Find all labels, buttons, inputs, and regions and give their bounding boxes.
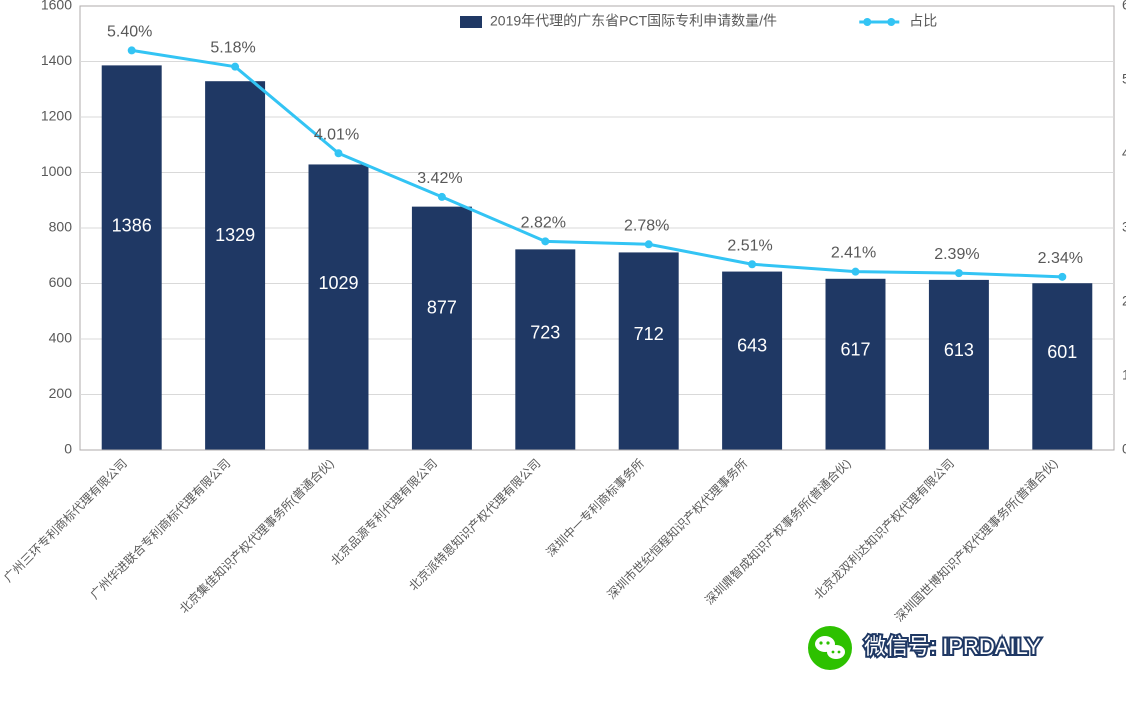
line-marker (438, 193, 446, 201)
y-left-label: 400 (49, 330, 73, 346)
bar-value-label: 1029 (318, 273, 358, 293)
chart-svg: 0 200 400 600 800 1000 1200 1400 1600 0.00% 1.00% 2… (0, 0, 1126, 702)
line-value-label: 4.01% (314, 126, 359, 143)
legend-swatch-line-dot (863, 18, 871, 26)
y-left-label: 1200 (41, 108, 72, 124)
line-value-label: 2.39% (934, 246, 979, 263)
watermark-text: 微信号: IPRDAILY (864, 634, 1041, 659)
y-left-label: 200 (49, 385, 73, 401)
line-value-label: 5.40% (107, 23, 152, 40)
bar (412, 207, 472, 450)
bar (619, 252, 679, 450)
line-marker (748, 260, 756, 268)
y-left-label: 1000 (41, 163, 72, 179)
y-right-label: 3.00% (1122, 219, 1126, 235)
line-value-label: 2.51% (727, 237, 772, 254)
y-right-label: 0.00% (1122, 441, 1126, 457)
line-value-label: 2.78% (624, 217, 669, 234)
bar (205, 81, 265, 450)
line-marker (128, 46, 136, 54)
y-right-label: 6.00% (1122, 0, 1126, 13)
bar-value-label: 617 (840, 339, 870, 359)
wechat-icon (827, 645, 845, 659)
legend-label-bar: 2019年代理的广东省PCT国际专利申请数量/件 (490, 13, 777, 29)
line-value-label: 2.34% (1038, 250, 1083, 267)
y-right-label: 5.00% (1122, 71, 1126, 87)
line-marker (231, 63, 239, 71)
y-left-label: 800 (49, 219, 73, 235)
line-marker (955, 269, 963, 277)
bar (309, 164, 369, 450)
bar (102, 65, 162, 450)
y-left-label: 1600 (41, 0, 72, 13)
bar (929, 280, 989, 450)
line-marker (335, 149, 343, 157)
bar-value-label: 723 (530, 322, 560, 342)
line-marker (1058, 273, 1066, 281)
legend-swatch-line-dot (887, 18, 895, 26)
legend-label-line: 占比 (909, 13, 937, 29)
bar-value-label: 712 (634, 324, 664, 344)
line-marker (852, 268, 860, 276)
bar-value-label: 613 (944, 340, 974, 360)
bar (722, 272, 782, 450)
line-value-label: 2.41% (831, 245, 876, 262)
line-marker (645, 240, 653, 248)
line-value-label: 3.42% (417, 170, 462, 187)
line-value-label: 2.82% (521, 214, 566, 231)
y-left-label: 600 (49, 274, 73, 290)
bar-value-label: 877 (427, 298, 457, 318)
y-left-label: 0 (64, 441, 72, 457)
y-right-label: 1.00% (1122, 367, 1126, 383)
bar (1032, 283, 1092, 450)
legend-swatch-bar (460, 16, 482, 28)
bar (515, 249, 575, 450)
bar-value-label: 601 (1047, 342, 1077, 362)
bar-value-label: 643 (737, 335, 767, 355)
line-value-label: 5.18% (210, 40, 255, 57)
y-right-label: 2.00% (1122, 293, 1126, 309)
chart-container: 0 200 400 600 800 1000 1200 1400 1600 0.00% 1.00% 2… (0, 0, 1126, 702)
line-marker (541, 237, 549, 245)
y-left-label: 1400 (41, 52, 72, 68)
bar-value-label: 1329 (215, 225, 255, 245)
bar-value-label: 1386 (112, 216, 152, 236)
y-right-label: 4.00% (1122, 145, 1126, 161)
bar (826, 279, 886, 450)
